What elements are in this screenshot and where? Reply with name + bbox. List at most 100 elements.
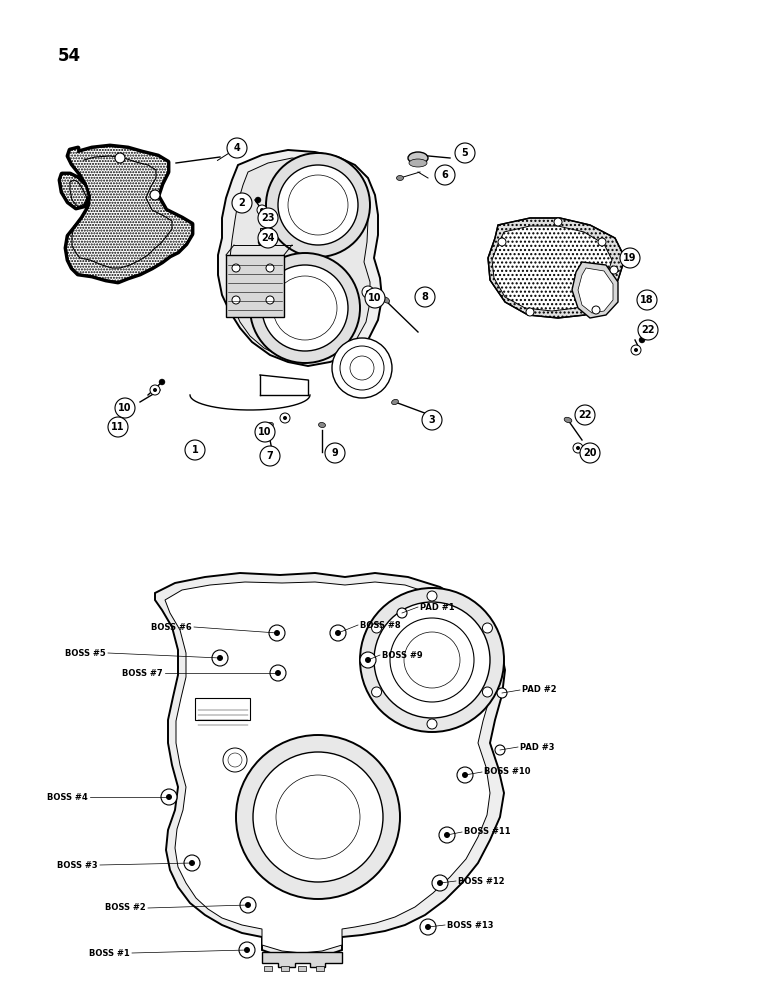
Text: 23: 23 [261, 213, 275, 223]
Circle shape [266, 264, 274, 272]
Text: BOSS #5: BOSS #5 [66, 648, 106, 658]
Circle shape [115, 398, 135, 418]
Circle shape [365, 288, 385, 308]
Circle shape [239, 942, 255, 958]
Circle shape [266, 296, 274, 304]
Text: 22: 22 [642, 325, 655, 335]
Text: 22: 22 [578, 410, 592, 420]
Circle shape [115, 153, 125, 163]
Text: 18: 18 [640, 295, 654, 305]
Circle shape [366, 290, 370, 294]
Circle shape [227, 138, 247, 158]
Circle shape [232, 193, 252, 213]
Circle shape [620, 248, 640, 268]
Circle shape [278, 165, 358, 245]
Ellipse shape [409, 159, 427, 167]
Circle shape [258, 238, 266, 246]
Circle shape [497, 688, 507, 698]
Circle shape [325, 443, 345, 463]
Circle shape [360, 652, 376, 668]
Circle shape [273, 276, 337, 340]
Circle shape [335, 630, 341, 636]
Polygon shape [262, 952, 342, 967]
Circle shape [260, 208, 264, 212]
Circle shape [332, 338, 392, 398]
Ellipse shape [564, 417, 572, 423]
Circle shape [427, 591, 437, 601]
Circle shape [610, 266, 618, 274]
Circle shape [455, 143, 475, 163]
Circle shape [374, 602, 490, 718]
Circle shape [150, 385, 160, 395]
Polygon shape [228, 158, 370, 360]
Polygon shape [578, 268, 613, 313]
Polygon shape [218, 150, 382, 366]
Circle shape [638, 320, 658, 340]
Ellipse shape [397, 176, 404, 180]
Circle shape [350, 356, 374, 380]
Circle shape [150, 190, 160, 200]
Circle shape [255, 422, 275, 442]
Circle shape [257, 205, 267, 215]
Circle shape [397, 608, 407, 618]
Circle shape [420, 919, 436, 935]
Ellipse shape [391, 399, 398, 405]
Text: 24: 24 [261, 233, 275, 243]
Circle shape [280, 413, 290, 423]
Text: BOSS #11: BOSS #11 [464, 828, 510, 836]
Text: 7: 7 [266, 451, 273, 461]
FancyBboxPatch shape [226, 255, 284, 317]
Polygon shape [492, 226, 612, 311]
Circle shape [592, 306, 600, 314]
Circle shape [340, 346, 384, 390]
Ellipse shape [319, 422, 326, 428]
Circle shape [425, 924, 431, 930]
Text: 20: 20 [584, 448, 597, 458]
Circle shape [270, 665, 286, 681]
Text: 54: 54 [58, 47, 81, 65]
Circle shape [244, 947, 250, 953]
Circle shape [437, 880, 443, 886]
Ellipse shape [382, 297, 390, 303]
Circle shape [250, 253, 360, 363]
Circle shape [482, 687, 493, 697]
Text: 10: 10 [368, 293, 381, 303]
Text: BOSS #9: BOSS #9 [382, 650, 422, 660]
Circle shape [217, 655, 223, 661]
Circle shape [457, 767, 473, 783]
Circle shape [330, 625, 346, 641]
Text: BOSS #8: BOSS #8 [360, 620, 401, 630]
Circle shape [432, 875, 448, 891]
Circle shape [189, 860, 195, 866]
Circle shape [580, 443, 600, 463]
Circle shape [415, 287, 435, 307]
Circle shape [495, 745, 505, 755]
Circle shape [236, 735, 400, 899]
Circle shape [166, 794, 172, 800]
Circle shape [108, 417, 128, 437]
Circle shape [498, 238, 506, 246]
Circle shape [159, 379, 165, 385]
FancyBboxPatch shape [281, 966, 289, 971]
Circle shape [634, 348, 638, 352]
Text: BOSS #13: BOSS #13 [447, 920, 493, 930]
Circle shape [404, 632, 460, 688]
Circle shape [444, 832, 450, 838]
Text: BOSS #10: BOSS #10 [484, 768, 530, 776]
Text: PAD #3: PAD #3 [520, 742, 554, 752]
Circle shape [288, 175, 348, 235]
Circle shape [462, 772, 468, 778]
Circle shape [255, 197, 261, 203]
Circle shape [575, 405, 595, 425]
Text: 2: 2 [239, 198, 245, 208]
Circle shape [153, 388, 157, 392]
Text: BOSS #1: BOSS #1 [90, 948, 130, 958]
Text: 10: 10 [118, 403, 132, 413]
Circle shape [435, 165, 455, 185]
Polygon shape [165, 582, 492, 953]
Circle shape [228, 753, 242, 767]
Circle shape [576, 446, 580, 450]
Polygon shape [155, 573, 505, 959]
Circle shape [573, 443, 583, 453]
Circle shape [275, 670, 281, 676]
